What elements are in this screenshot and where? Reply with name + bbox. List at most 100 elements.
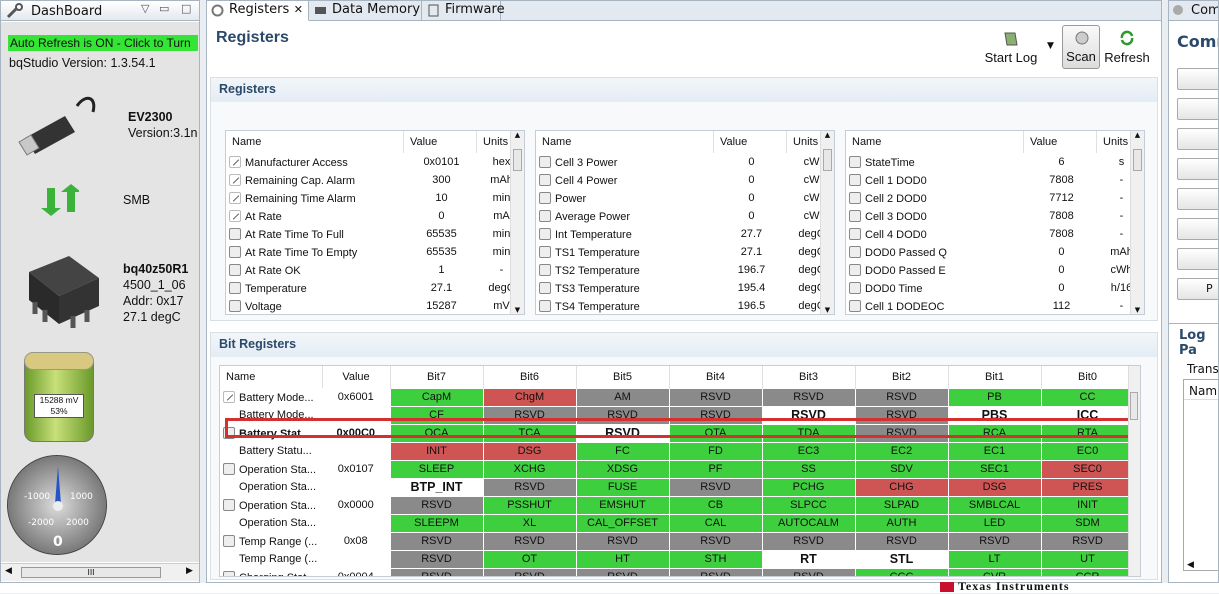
- column-header[interactable]: Name: [226, 131, 404, 153]
- scan-button[interactable]: Scan: [1062, 25, 1100, 69]
- column-header[interactable]: Bit1: [948, 366, 1042, 388]
- bit-cell[interactable]: PSSHUT: [482, 495, 577, 515]
- register-value[interactable]: 7808: [1049, 210, 1074, 222]
- comm-button[interactable]: [1177, 68, 1218, 90]
- bit-cell[interactable]: STL: [854, 549, 949, 569]
- register-row[interactable]: Cell 3 DOD0 7808 -: [846, 207, 1144, 225]
- register-row[interactable]: TS3 Temperature 195.4 degC: [536, 279, 834, 297]
- column-header[interactable]: Value: [403, 131, 478, 153]
- bit-cell[interactable]: BTP_INT: [389, 477, 484, 497]
- register-value[interactable]: 0: [1058, 282, 1065, 294]
- bit-cell[interactable]: UT: [1040, 549, 1135, 569]
- column-header[interactable]: Name: [536, 131, 714, 153]
- bit-cell[interactable]: PRES: [1040, 477, 1135, 497]
- bit-cell[interactable]: HT: [575, 549, 670, 569]
- column-header[interactable]: Bit3: [762, 366, 856, 388]
- bit-cell[interactable]: DSG: [482, 441, 577, 461]
- bit-register-value[interactable]: 0x6001: [337, 391, 374, 403]
- register-value[interactable]: 10: [435, 192, 448, 204]
- bit-register-row[interactable]: Battery Statu... INIT DSG FC FD EC3 EC2 EC1 EC0: [220, 441, 1135, 461]
- bit-cell[interactable]: FD: [668, 441, 763, 461]
- bit-cell[interactable]: SDV: [854, 459, 949, 479]
- register-table-scrollbar[interactable]: ▲ ▼: [510, 131, 524, 314]
- bit-cell[interactable]: LED: [947, 513, 1042, 533]
- register-row[interactable]: DOD0 Passed E 0 cWh: [846, 261, 1144, 279]
- auto-refresh-toggle[interactable]: Auto Refresh is ON - Click to Turn: [8, 35, 198, 51]
- column-header[interactable]: Bit4: [669, 366, 763, 388]
- bit-register-value[interactable]: [322, 442, 390, 460]
- register-row[interactable]: At Rate 0 mA: [226, 207, 524, 225]
- bit-cell[interactable]: STH: [668, 549, 763, 569]
- bit-cell[interactable]: SLEEP: [389, 459, 484, 479]
- register-value[interactable]: 195.4: [737, 282, 766, 294]
- register-row[interactable]: Manufacturer Access 0x0101 hex: [226, 153, 524, 171]
- maximize-icon[interactable]: □: [181, 2, 192, 15]
- register-row[interactable]: Cell 3 Power 0 cW: [536, 153, 834, 171]
- register-value[interactable]: 27.1: [740, 246, 763, 258]
- bit-cell[interactable]: RSVD: [668, 531, 763, 551]
- column-header[interactable]: Name: [846, 131, 1024, 153]
- bit-cell[interactable]: CapM: [389, 387, 484, 407]
- bit-cell[interactable]: RSVD: [668, 567, 763, 576]
- bit-cell[interactable]: RSVD: [761, 531, 856, 551]
- bit-cell[interactable]: RSVD: [389, 495, 484, 515]
- comm-button[interactable]: [1177, 128, 1218, 150]
- bit-cell[interactable]: LT: [947, 549, 1042, 569]
- bit-cell[interactable]: EC3: [761, 441, 856, 461]
- comm-button[interactable]: [1177, 248, 1218, 270]
- register-table-scrollbar[interactable]: ▲ ▼: [820, 131, 834, 314]
- bit-cell[interactable]: CCR: [1040, 567, 1135, 576]
- view-menu-icon[interactable]: ▽: [141, 2, 150, 15]
- bit-register-row[interactable]: Temp Range (... RSVD OT HT STH RT STL LT UT: [220, 549, 1135, 569]
- register-value[interactable]: 7712: [1049, 192, 1074, 204]
- dashboard-tab[interactable]: DashBoard ▽ ▭ □: [1, 1, 199, 21]
- register-value[interactable]: 27.7: [740, 228, 763, 240]
- register-row[interactable]: Int Temperature 27.7 degC: [536, 225, 834, 243]
- register-row[interactable]: Remaining Time Alarm 10 min: [226, 189, 524, 207]
- comm-tab[interactable]: Com: [1169, 1, 1218, 21]
- minimize-icon[interactable]: ▭: [159, 2, 170, 15]
- bit-cell[interactable]: RSVD: [668, 477, 763, 497]
- bit-cell[interactable]: PF: [668, 459, 763, 479]
- bit-cell[interactable]: SEC0: [1040, 459, 1135, 479]
- bit-cell[interactable]: SDM: [1040, 513, 1135, 533]
- tab-firmware[interactable]: Firmware: [423, 1, 505, 21]
- register-value[interactable]: 0x0101: [423, 156, 460, 168]
- bit-cell[interactable]: AM: [575, 387, 670, 407]
- bit-cell[interactable]: PCHG: [761, 477, 856, 497]
- bit-register-row[interactable]: Operation Sta... 0x0107 SLEEP XCHG XDSG PF SS S…: [220, 459, 1135, 479]
- bit-register-value[interactable]: 0x08: [343, 535, 368, 547]
- register-value[interactable]: 7808: [1049, 228, 1074, 240]
- bit-cell[interactable]: RSVD: [854, 387, 949, 407]
- column-header[interactable]: Bit5: [576, 366, 670, 388]
- bit-register-value[interactable]: 0x0004: [337, 571, 374, 577]
- register-value[interactable]: 1: [438, 264, 445, 276]
- bit-register-row[interactable]: Battery Mode... 0x6001 CapM ChgM AM RSVD RSVD R…: [220, 387, 1135, 407]
- bit-cell[interactable]: EC0: [1040, 441, 1135, 461]
- register-row[interactable]: DOD0 Passed Q 0 mAh: [846, 243, 1144, 261]
- bit-cell[interactable]: EMSHUT: [575, 495, 670, 515]
- bit-registers-section-header[interactable]: Bit Registers: [211, 333, 1157, 357]
- register-row[interactable]: DOD0 Time 0 h/16: [846, 279, 1144, 297]
- bit-cell[interactable]: SLPCC: [761, 495, 856, 515]
- bit-cell[interactable]: RSVD: [668, 387, 763, 407]
- register-value[interactable]: 0: [748, 210, 755, 222]
- bit-cell[interactable]: XCHG: [482, 459, 577, 479]
- comm-button[interactable]: [1177, 98, 1218, 120]
- log-dropdown-icon[interactable]: ▼: [1047, 41, 1054, 51]
- scroll-thumb[interactable]: III: [21, 567, 161, 578]
- bit-register-value[interactable]: [322, 478, 390, 496]
- bit-cell[interactable]: CAL_OFFSET: [575, 513, 670, 533]
- register-value[interactable]: 112: [1052, 300, 1071, 312]
- register-row[interactable]: Remaining Cap. Alarm 300 mAh: [226, 171, 524, 189]
- register-value[interactable]: 0: [748, 174, 755, 186]
- comm-button[interactable]: [1177, 218, 1218, 240]
- bit-cell[interactable]: RT: [761, 549, 856, 569]
- register-value[interactable]: 6: [1058, 156, 1065, 168]
- column-header[interactable]: Value: [322, 366, 391, 388]
- bit-cell[interactable]: RSVD: [947, 531, 1042, 551]
- close-icon[interactable]: ✕: [293, 3, 303, 16]
- bit-cell[interactable]: EC2: [854, 441, 949, 461]
- bit-register-value[interactable]: [322, 550, 390, 568]
- register-value[interactable]: 196.7: [737, 264, 766, 276]
